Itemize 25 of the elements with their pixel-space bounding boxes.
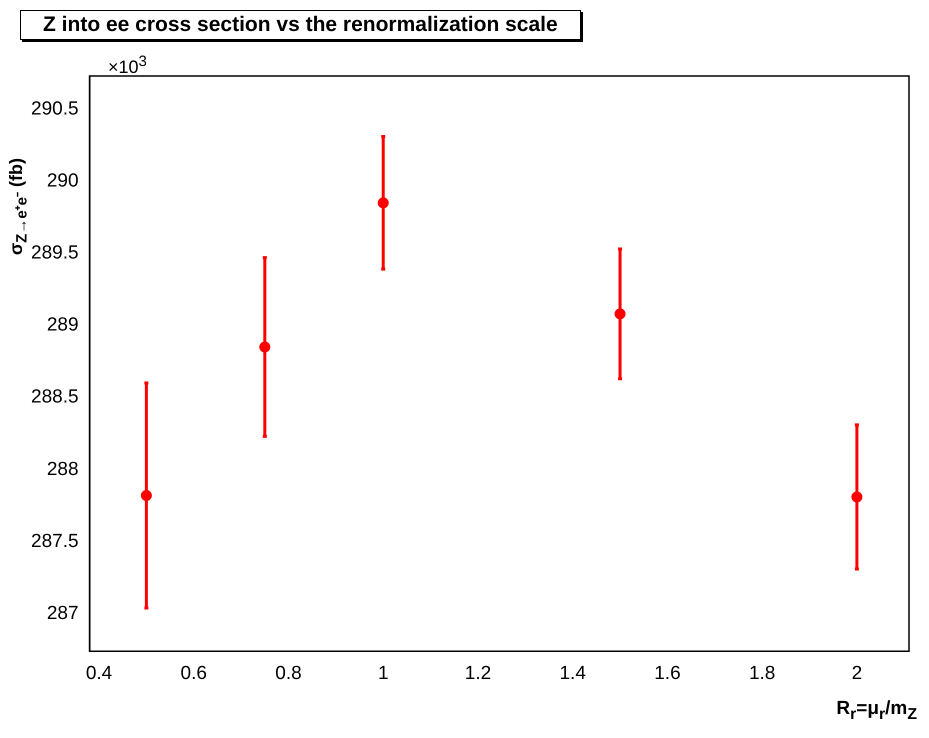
y-tick-label: 290.5 xyxy=(31,98,79,120)
x-tick-label: 0.4 xyxy=(86,662,113,684)
x-tick-label: 1.4 xyxy=(559,662,586,684)
x-tick-label: 1.8 xyxy=(748,662,776,684)
y-tick-label: 288.5 xyxy=(31,386,79,408)
x-tick-label: 0.6 xyxy=(180,662,207,684)
x-tick-label: 0.8 xyxy=(275,662,302,684)
y-tick-label: 287 xyxy=(46,602,79,624)
point xyxy=(378,197,389,208)
y-tick-label: 289 xyxy=(46,314,79,336)
x-tick-label: 1.2 xyxy=(464,662,492,684)
point xyxy=(140,490,152,502)
x-tick-label: 1 xyxy=(378,662,389,684)
annotation: ×10$^{3}$ xyxy=(108,53,147,78)
y-tick-label: 287.5 xyxy=(31,530,79,552)
y-tick-label: 290 xyxy=(46,170,79,192)
point xyxy=(259,342,270,353)
y-tick-label: 288 xyxy=(46,458,79,480)
x-tick-label: 1.6 xyxy=(654,662,681,684)
x-tick-label: 2 xyxy=(852,662,862,684)
point xyxy=(614,308,626,320)
x-axis-title: R$_{r}$=μ$_{r}$/m$_{Z}$ xyxy=(836,698,917,724)
y-tick-label: 289.5 xyxy=(31,242,79,264)
point xyxy=(851,491,862,502)
chart-title: Z into ee cross section vs the renormalization scale xyxy=(20,10,581,40)
